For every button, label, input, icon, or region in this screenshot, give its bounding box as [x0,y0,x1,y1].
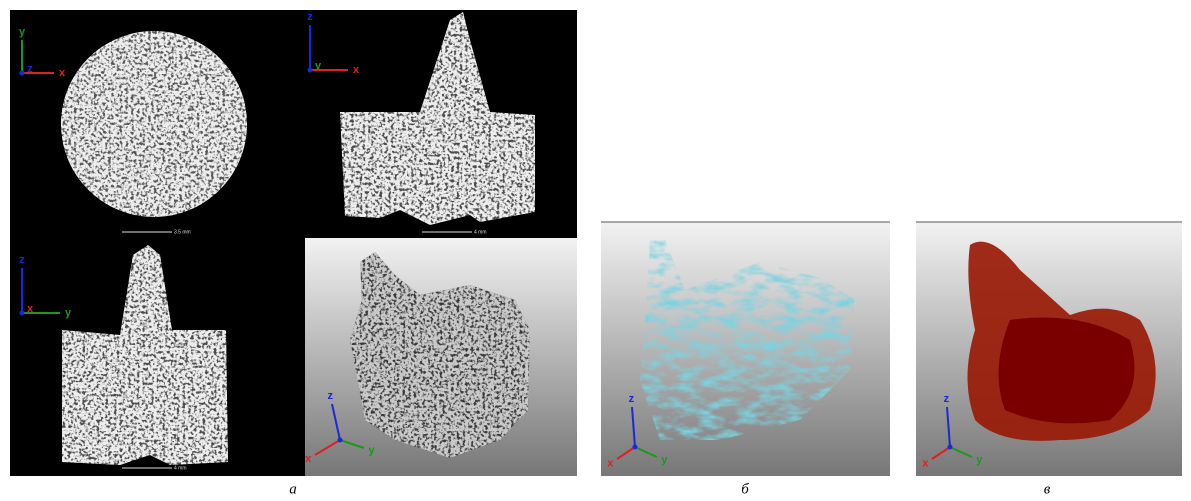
figure: аyzx3.5 mmzyx4 mmzxy4 mmzxyбzxyвzxy [0,0,1191,501]
texture [61,31,247,217]
axis-label: y [369,444,376,456]
axis-label: z [19,254,25,266]
axis-label: y [65,307,72,319]
axis-origin [20,311,25,316]
axis-origin [308,68,313,73]
axis-label: y [661,454,668,466]
axis-label: z [944,393,950,405]
axis-label: x [59,67,66,79]
axis-label: z [629,393,635,405]
axis-label: x [607,457,614,469]
panel-label: в [1044,481,1051,497]
axis-label: z [328,390,334,402]
axis-label: z [307,11,313,23]
panel-label: а [289,481,297,497]
axis-label: x [353,64,360,76]
axis-origin [20,71,25,76]
scale-label: 4 mm [474,229,487,235]
axis-origin [633,445,638,450]
axis-label: x [922,457,929,469]
axis-label: y [19,26,26,38]
scale-label: 3.5 mm [174,229,191,235]
volume-core [999,318,1135,424]
axis-origin [948,445,953,450]
scale-label: 4 mm [174,465,187,471]
axis-label: y [976,454,983,466]
panel-label: б [741,481,749,497]
axis-label: x [305,453,312,465]
axis-origin [338,438,343,443]
